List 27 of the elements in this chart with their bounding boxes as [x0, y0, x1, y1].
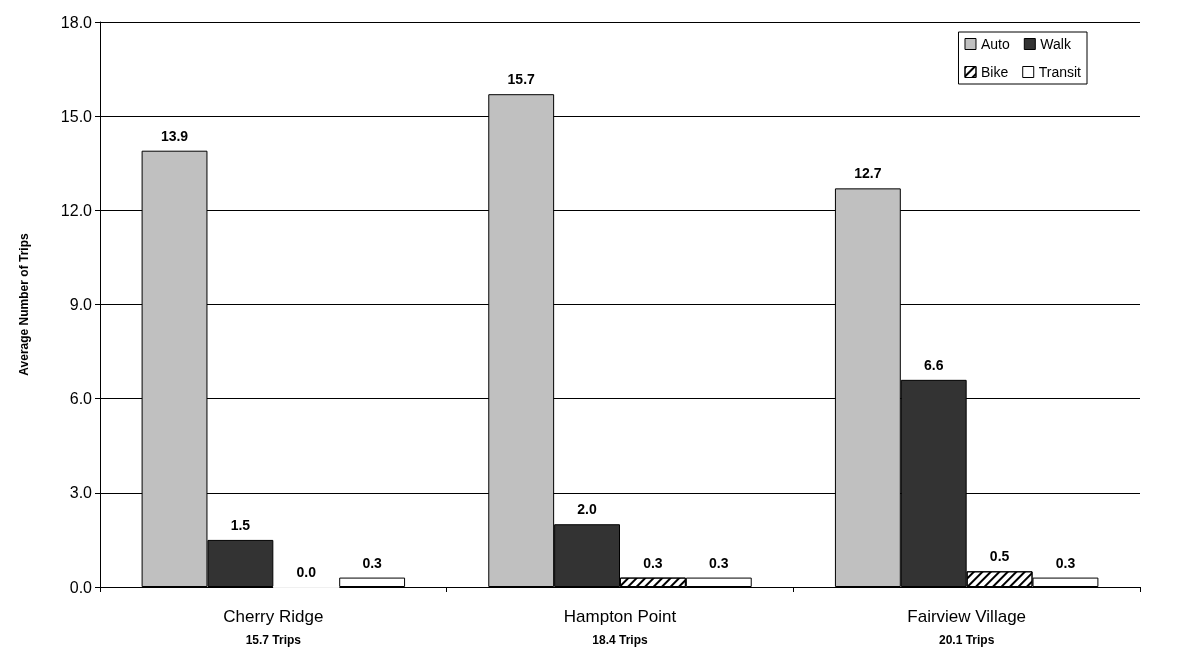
legend-label: Bike: [981, 64, 1009, 80]
data-label: 13.9: [160, 127, 189, 144]
x-tick-label: Fairview Village 20.1 Trips: [907, 606, 1027, 647]
legend-label: Transit: [1038, 64, 1082, 80]
y-tick-label: 18.0: [60, 13, 93, 31]
data-label: 2.0: [577, 501, 598, 518]
y-tick-label: 6.0: [69, 390, 93, 408]
data-label: 15.7: [507, 71, 536, 88]
data-label: 12.7: [854, 165, 882, 182]
data-label: 6.6: [924, 356, 944, 373]
data-label: 0.3: [643, 554, 663, 571]
data-label: 0.5: [989, 548, 1010, 565]
legend-label: Walk: [1040, 36, 1072, 52]
data-label: 1.5: [230, 516, 251, 533]
y-axis-title: Average Number of Trips: [17, 233, 31, 376]
y-tick-label: 3.0: [69, 484, 93, 502]
y-tick-label: 12.0: [60, 201, 93, 219]
data-label: 0.3: [1055, 554, 1076, 571]
y-tick-label: 15.0: [60, 107, 93, 125]
data-label: 0.0: [296, 563, 317, 580]
x-tick-label: Hampton Point 18.4 Trips: [563, 606, 677, 647]
legend-label: Auto: [981, 36, 1011, 52]
x-tick-label: Cherry Ridge 15.7 Trips: [223, 606, 324, 647]
y-tick-label: 0.0: [69, 578, 93, 596]
y-tick-label: 9.0: [69, 296, 93, 313]
data-label: 0.3: [362, 554, 383, 571]
data-label: 0.3: [709, 554, 729, 571]
